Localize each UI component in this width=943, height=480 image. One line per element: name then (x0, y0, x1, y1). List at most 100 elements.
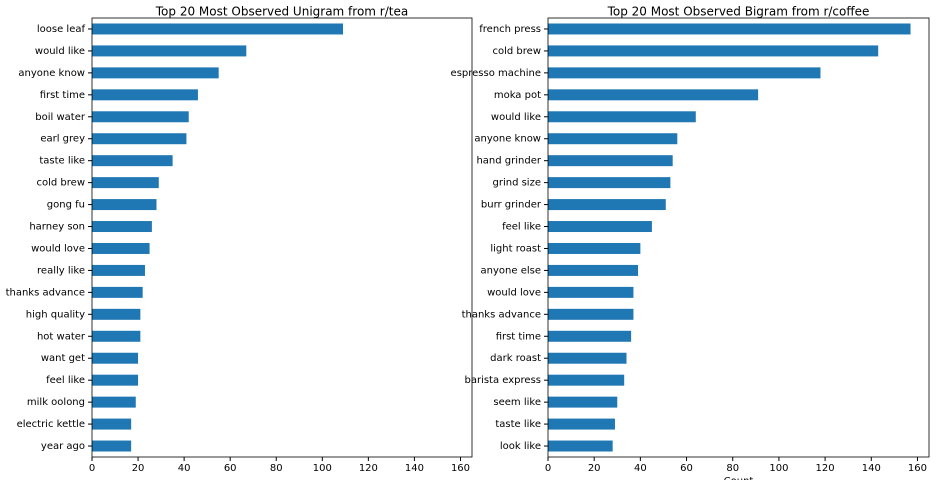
x-tick-label: 100 (313, 463, 332, 474)
y-tick-label: look like (500, 441, 541, 452)
y-tick-label: moka pot (494, 90, 541, 101)
bar (548, 440, 613, 452)
x-tick-label: 160 (451, 463, 470, 474)
y-tick-label: earl grey (40, 134, 85, 145)
x-tick-label: 140 (862, 463, 881, 474)
bar (92, 133, 187, 145)
bar (92, 89, 198, 101)
x-tick-label: 20 (132, 463, 145, 474)
bar (548, 374, 625, 386)
x-tick-label: 120 (816, 463, 835, 474)
x-tick-label: 60 (224, 463, 237, 474)
bar (548, 242, 641, 254)
x-tick-label: 100 (769, 463, 788, 474)
y-tick-label: french press (479, 24, 541, 35)
y-tick-label: light roast (490, 243, 541, 254)
y-tick-label: would like (35, 46, 85, 57)
y-tick-label: hand grinder (476, 156, 541, 167)
bar (92, 374, 139, 386)
bar (92, 177, 159, 189)
bar (548, 308, 634, 320)
plot-frame (547, 17, 930, 458)
bar (92, 111, 189, 123)
y-tick-label: dark roast (490, 353, 541, 364)
bar (92, 330, 141, 342)
y-tick-label: anyone else (481, 265, 541, 276)
bar (92, 45, 247, 57)
x-tick-label: 0 (545, 463, 551, 474)
y-tick-label: would love (31, 243, 85, 254)
y-tick-label: anyone know (474, 134, 541, 145)
bar (548, 111, 696, 123)
x-tick-label: 80 (726, 463, 739, 474)
bar (92, 221, 152, 233)
bar (92, 440, 132, 452)
y-tick-label: cold brew (37, 178, 86, 189)
y-tick-label: thanks advance (6, 287, 85, 298)
bar (92, 286, 143, 298)
bar (92, 23, 344, 35)
y-tick-label: electric kettle (17, 419, 85, 430)
y-tick-label: high quality (26, 309, 85, 320)
y-tick-label: boil water (35, 112, 86, 123)
bar (548, 199, 666, 211)
y-tick-label: would love (487, 287, 541, 298)
bar (548, 155, 673, 167)
y-tick-label: burr grinder (481, 200, 542, 211)
bar (548, 396, 618, 408)
y-tick-label: really like (37, 265, 85, 276)
plot-frame (91, 17, 473, 458)
bar (92, 418, 132, 430)
y-tick-label: harney son (29, 222, 85, 233)
y-tick-label: taste like (39, 156, 85, 167)
bar (548, 352, 627, 364)
y-tick-label: feel like (46, 375, 85, 386)
y-tick-label: espresso machine (451, 68, 541, 79)
bar (92, 352, 139, 364)
x-tick-label: 40 (178, 463, 191, 474)
x-tick-label: 160 (908, 463, 927, 474)
x-tick-label: 40 (634, 463, 647, 474)
y-tick-label: barista express (464, 375, 541, 386)
chart-title: Top 20 Most Observed Unigram from r/tea (155, 5, 408, 19)
y-tick-label: year ago (41, 441, 85, 452)
x-tick-label: 20 (588, 463, 601, 474)
y-tick-label: thanks advance (462, 309, 541, 320)
bar (548, 23, 911, 35)
bar (548, 177, 671, 189)
bar (92, 264, 145, 276)
bar (92, 199, 157, 211)
y-tick-label: gong fu (47, 200, 85, 211)
y-tick-label: hot water (37, 331, 86, 342)
y-tick-label: first time (40, 90, 85, 101)
bar (92, 242, 150, 254)
x-tick-label: 140 (405, 463, 424, 474)
y-tick-label: would like (491, 112, 541, 123)
y-tick-label: want get (41, 353, 85, 364)
y-tick-label: loose leaf (37, 24, 86, 35)
x-tick-label: 0 (89, 463, 95, 474)
bar (548, 67, 821, 79)
y-tick-label: anyone know (18, 68, 85, 79)
x-tick-label: 80 (270, 463, 283, 474)
bar (92, 155, 173, 167)
x-axis-label: Count (724, 476, 754, 480)
bar (548, 418, 615, 430)
bar (548, 264, 639, 276)
y-tick-label: taste like (495, 419, 541, 430)
y-tick-label: cold brew (493, 46, 542, 57)
y-tick-label: grind size (493, 178, 542, 189)
bar (548, 330, 632, 342)
bar (548, 286, 634, 298)
bar (548, 133, 678, 145)
x-tick-label: 120 (359, 463, 378, 474)
bar (548, 45, 879, 57)
bar (548, 221, 652, 233)
x-tick-label: 60 (680, 463, 693, 474)
y-tick-label: seem like (493, 397, 541, 408)
bar (92, 396, 136, 408)
y-tick-label: feel like (502, 222, 541, 233)
bar (548, 89, 759, 101)
bar (92, 67, 219, 79)
